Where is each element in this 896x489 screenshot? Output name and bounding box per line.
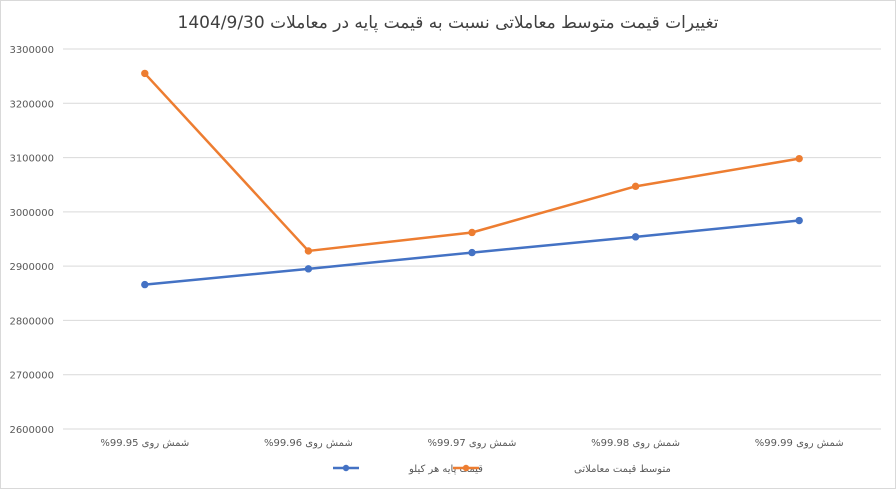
legend-label: قیمت پایه هر کیلو <box>408 464 483 475</box>
legend-item[interactable]: قیمت پایه هر کیلو <box>333 464 483 475</box>
x-tick-label: شمش روی 99.97% <box>428 438 517 449</box>
x-tick-label: شمش روی 99.99% <box>755 438 844 449</box>
data-point[interactable] <box>631 182 640 191</box>
data-point[interactable] <box>141 280 149 289</box>
y-tick-label: 3200000 <box>9 99 54 110</box>
gridlines <box>63 48 881 430</box>
legend-marker <box>342 464 350 472</box>
y-tick-label: 3100000 <box>9 154 54 165</box>
y-tick-label: 2700000 <box>9 371 54 382</box>
legend-marker <box>462 464 470 472</box>
data-point[interactable] <box>795 154 803 163</box>
y-tick-label: 3000000 <box>9 208 54 219</box>
y-axis-ticks: 3300000 3200000 3100000 3000000 2900000 28000… <box>9 45 54 436</box>
data-point[interactable] <box>631 233 640 241</box>
series-layer <box>141 69 803 289</box>
y-tick-label: 2900000 <box>9 262 54 273</box>
series-1 <box>141 216 803 289</box>
data-point[interactable] <box>468 248 476 257</box>
data-point[interactable] <box>795 216 803 225</box>
legend[interactable]: قیمت پایه هر کیلو متوسط قیمت معاملاتی <box>333 464 671 475</box>
y-tick-label: 2800000 <box>9 316 54 327</box>
legend-item[interactable]: متوسط قیمت معاملاتی <box>453 464 671 475</box>
data-point[interactable] <box>141 69 149 78</box>
chart-title: تغییرات قیمت متوسط معاملاتی نسبت به قیمت… <box>178 13 719 33</box>
series-line <box>143 72 801 253</box>
data-point[interactable] <box>468 228 476 237</box>
data-point[interactable] <box>304 247 313 255</box>
x-tick-label: شمش روی 99.96% <box>264 438 353 449</box>
x-tick-label: شمش روی 99.98% <box>591 438 680 449</box>
series-2 <box>141 69 803 255</box>
x-tick-label: شمش روی 99.95% <box>100 438 189 449</box>
x-axis-ticks: شمش روی 99.95% شمش روی 99.96% شمش روی 99.9… <box>100 438 843 449</box>
y-tick-label: 3300000 <box>9 45 54 56</box>
data-point[interactable] <box>304 265 313 273</box>
y-tick-label: 2600000 <box>9 425 54 436</box>
legend-label: متوسط قیمت معاملاتی <box>574 464 671 475</box>
